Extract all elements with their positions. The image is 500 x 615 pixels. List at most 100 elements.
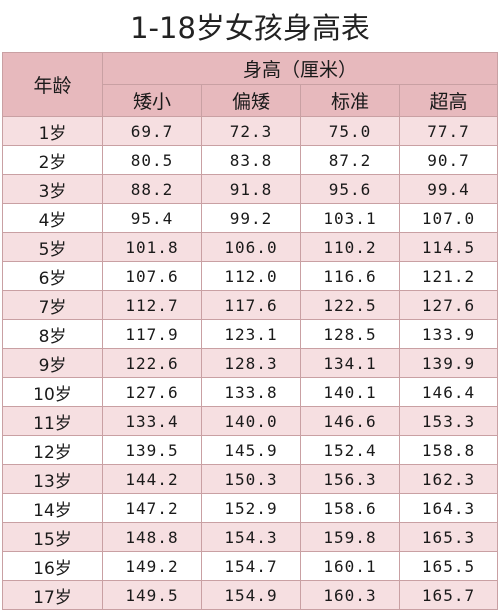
age-column-header: 年龄 [2,52,103,117]
cell-short: 95.4 [102,203,202,233]
age-cell: 10岁 [2,377,103,407]
cell-short: 122.6 [102,348,202,378]
page-title: 1-18岁女孩身高表 [0,0,500,52]
header-row-columns: 矮小 偏矮 标准 超高 [3,84,499,117]
column-header-standard: 标准 [300,84,400,117]
cell-below-average: 145.9 [201,435,301,465]
age-cell: 11岁 [2,406,103,436]
cell-tall: 162.3 [398,464,499,494]
cell-tall: 153.3 [398,406,499,436]
cell-short: 144.2 [102,464,202,494]
table-row: 11岁 133.4 140.0 146.6 153.3 [2,406,499,436]
table-row: 14岁 147.2 152.9 158.6 164.3 [2,493,499,523]
cell-short: 69.7 [102,116,202,146]
cell-below-average: 123.1 [201,319,301,349]
cell-below-average: 72.3 [201,116,301,146]
cell-standard: 160.1 [300,551,400,581]
age-cell: 16岁 [2,551,103,581]
cell-standard: 159.8 [300,522,400,552]
cell-below-average: 117.6 [201,290,301,320]
cell-standard: 87.2 [300,145,400,175]
table-row: 2岁 80.5 83.8 87.2 90.7 [2,145,499,175]
table-row: 5岁 101.8 106.0 110.2 114.5 [2,232,499,262]
cell-tall: 164.3 [398,493,499,523]
cell-standard: 122.5 [300,290,400,320]
cell-short: 147.2 [102,493,202,523]
cell-standard: 116.6 [300,261,400,291]
cell-tall: 127.6 [398,290,499,320]
age-cell: 5岁 [2,232,103,262]
cell-tall: 99.4 [398,174,499,204]
header-row-group: 年龄 身高（厘米） [2,52,499,117]
table-row: 1岁 69.7 72.3 75.0 77.7 [2,116,499,146]
age-cell: 13岁 [2,464,103,494]
column-header-short: 矮小 [102,84,202,117]
age-cell: 3岁 [2,174,103,204]
cell-tall: 165.5 [398,551,499,581]
cell-standard: 75.0 [300,116,400,146]
cell-below-average: 140.0 [201,406,301,436]
age-cell: 1岁 [2,116,103,146]
table-row: 6岁 107.6 112.0 116.6 121.2 [2,261,499,291]
column-header-below-average: 偏矮 [201,84,301,117]
cell-tall: 121.2 [398,261,499,291]
age-cell: 15岁 [2,522,103,552]
table-row: 17岁 149.5 154.9 160.3 165.7 [2,580,499,610]
age-cell: 12岁 [2,435,103,465]
table-row: 4岁 95.4 99.2 103.1 107.0 [2,203,499,233]
table-body: 1岁 69.7 72.3 75.0 77.7 2岁 80.5 83.8 87.2 90.7 3岁 88… [2,116,499,610]
cell-standard: 158.6 [300,493,400,523]
cell-short: 139.5 [102,435,202,465]
table-row: 9岁 122.6 128.3 134.1 139.9 [2,348,499,378]
column-header-tall: 超高 [398,84,499,117]
age-cell: 9岁 [2,348,103,378]
cell-standard: 152.4 [300,435,400,465]
table-row: 16岁 149.2 154.7 160.1 165.5 [2,551,499,581]
cell-tall: 165.3 [398,522,499,552]
cell-below-average: 99.2 [201,203,301,233]
cell-below-average: 112.0 [201,261,301,291]
cell-below-average: 150.3 [201,464,301,494]
cell-below-average: 106.0 [201,232,301,262]
cell-short: 101.8 [102,232,202,262]
cell-below-average: 133.8 [201,377,301,407]
table-row: 15岁 148.8 154.3 159.8 165.3 [2,522,499,552]
cell-standard: 134.1 [300,348,400,378]
cell-short: 117.9 [102,319,202,349]
cell-standard: 128.5 [300,319,400,349]
cell-tall: 77.7 [398,116,499,146]
cell-tall: 158.8 [398,435,499,465]
age-cell: 7岁 [2,290,103,320]
cell-short: 149.5 [102,580,202,610]
cell-below-average: 91.8 [201,174,301,204]
cell-below-average: 154.9 [201,580,301,610]
cell-standard: 146.6 [300,406,400,436]
age-cell: 8岁 [2,319,103,349]
cell-below-average: 83.8 [201,145,301,175]
cell-standard: 156.3 [300,464,400,494]
table-row: 10岁 127.6 133.8 140.1 146.4 [2,377,499,407]
table-row: 3岁 88.2 91.8 95.6 99.4 [2,174,499,204]
cell-tall: 139.9 [398,348,499,378]
age-cell: 14岁 [2,493,103,523]
cell-short: 107.6 [102,261,202,291]
age-cell: 17岁 [2,580,103,610]
table-row: 13岁 144.2 150.3 156.3 162.3 [2,464,499,494]
cell-tall: 165.7 [398,580,499,610]
cell-standard: 110.2 [300,232,400,262]
height-group-header: 身高（厘米） [101,52,499,85]
height-table: 年龄 身高（厘米） 矮小 偏矮 标准 超高 1岁 69.7 72.3 75.0 77.7… [2,52,499,610]
cell-short: 149.2 [102,551,202,581]
cell-tall: 133.9 [398,319,499,349]
cell-tall: 114.5 [398,232,499,262]
cell-below-average: 154.3 [201,522,301,552]
cell-short: 127.6 [102,377,202,407]
table-row: 7岁 112.7 117.6 122.5 127.6 [2,290,499,320]
cell-short: 88.2 [102,174,202,204]
table-row: 8岁 117.9 123.1 128.5 133.9 [2,319,499,349]
cell-tall: 107.0 [398,203,499,233]
cell-short: 80.5 [102,145,202,175]
cell-below-average: 128.3 [201,348,301,378]
table-row: 12岁 139.5 145.9 152.4 158.8 [2,435,499,465]
